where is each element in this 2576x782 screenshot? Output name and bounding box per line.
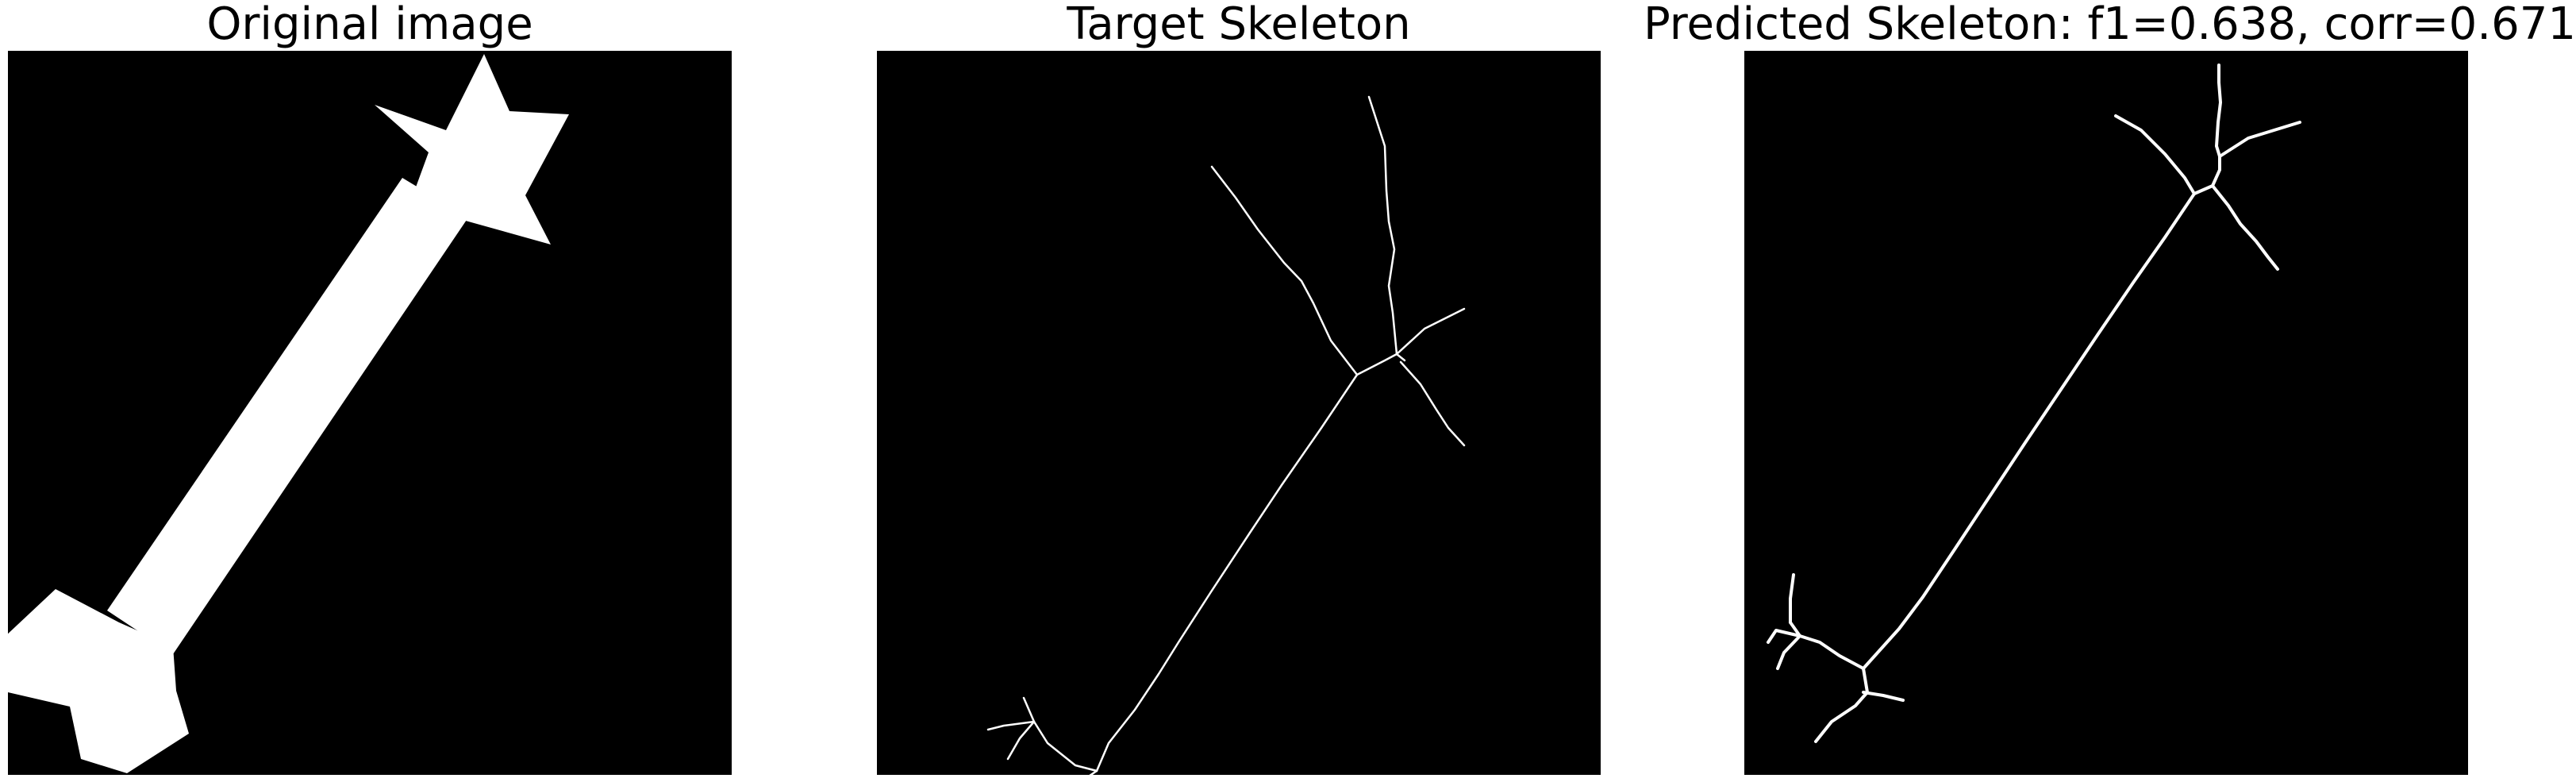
skeleton-top-branch-up xyxy=(1367,95,1398,356)
target-skeleton-image xyxy=(986,95,1466,775)
prediction-bottom-branch-c xyxy=(1767,629,1801,644)
prediction-bottom-branch-d xyxy=(1776,634,1801,670)
skeleton-top-branch-down xyxy=(1399,360,1466,447)
prediction-top-branch-down xyxy=(2211,184,2279,271)
skeleton-main-branch xyxy=(1095,373,1359,772)
prediction-top-branch-up xyxy=(2215,64,2222,158)
prediction-bottom-branch-f xyxy=(1862,691,1905,702)
prediction-top-branch-right xyxy=(2218,121,2301,158)
original-shape-image xyxy=(8,54,569,773)
skeleton-bottom-branch-c xyxy=(1006,720,1036,761)
panel-title-target: Target Skeleton xyxy=(1067,0,1411,50)
prediction-top-junction xyxy=(2193,155,2221,195)
bottom-blob-shape xyxy=(8,589,189,773)
target-skeleton-panel xyxy=(877,51,1601,775)
prediction-top-branch-left xyxy=(2114,114,2196,195)
panel-title-predicted: Predicted Skeleton: f1=0.638, corr=0.671 xyxy=(1643,0,2576,50)
predicted-skeleton-image xyxy=(1767,64,2301,743)
prediction-main-branch xyxy=(1862,192,2196,670)
panel-title-original: Original image xyxy=(206,0,533,50)
skeleton-bottom-branch-d xyxy=(1089,769,1098,775)
skeleton-top-branch-left xyxy=(1210,165,1359,376)
prediction-bottom-branch-e xyxy=(1814,667,1869,743)
skeleton-top-junction xyxy=(1355,352,1406,376)
prediction-bottom-branch-a xyxy=(1789,621,1865,670)
skeleton-top-branch-right xyxy=(1395,307,1466,356)
bar-shape xyxy=(107,178,468,654)
skeleton-bottom-branch-b xyxy=(986,720,1036,731)
prediction-bottom-branch-b xyxy=(1789,573,1795,624)
original-image-panel xyxy=(8,51,732,775)
skeleton-bottom-branch-a xyxy=(1022,696,1098,772)
predicted-skeleton-panel xyxy=(1744,51,2468,775)
